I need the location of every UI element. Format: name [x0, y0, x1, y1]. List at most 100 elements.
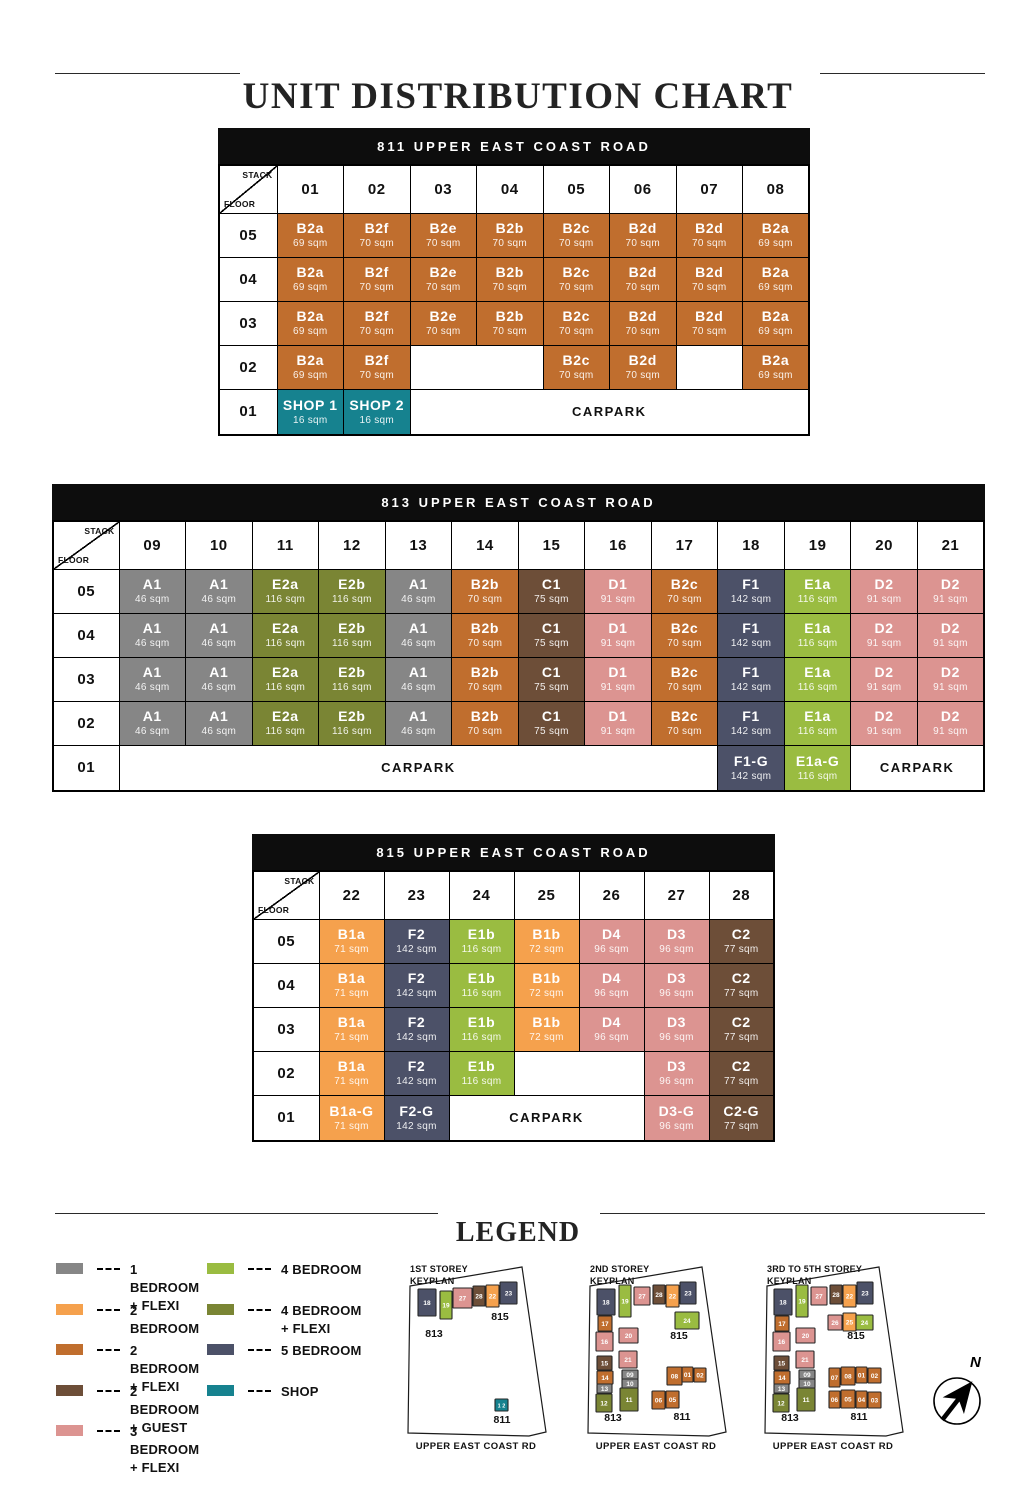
unit-type: F1 [742, 619, 760, 636]
building-stack-23: 23 [856, 1281, 874, 1305]
floor-label-03: 03 [218, 300, 278, 346]
road-caption: UPPER EAST COAST RD [772, 1441, 894, 1452]
unit-cell-F2: F2 142 sqm [383, 1006, 450, 1052]
svg-text:1 2: 1 2 [498, 1403, 506, 1409]
svg-text:13: 13 [601, 1386, 609, 1393]
unit-area: 69 sqm [292, 370, 328, 382]
legend-dash [248, 1389, 271, 1392]
legend-label: 2 BEDROOM + GUEST [130, 1383, 200, 1435]
floor-axis-label: FLOOR [258, 904, 290, 915]
carpark-cell: CARPARK [850, 744, 985, 792]
stack-header-05: 05 [542, 164, 610, 214]
stack-header-20: 20 [850, 520, 918, 570]
unit-type: E1b [467, 1013, 496, 1030]
building-stack-03: 03 [867, 1391, 882, 1409]
legend-label: SHOP [281, 1383, 319, 1399]
building-stack-28: 28 [652, 1284, 666, 1305]
stack-header-27: 27 [643, 870, 710, 920]
unit-cell-F1: F1 142 sqm [717, 568, 785, 614]
unit-cell-B2f: B2f 70 sqm [343, 256, 411, 302]
floor-label-02: 02 [218, 344, 278, 390]
unit-cell-B2a: B2a 69 sqm [276, 212, 344, 258]
building-stack-23: 23 [679, 1281, 697, 1305]
title-rule-left [55, 73, 240, 74]
building-stack-22: 22 [842, 1284, 857, 1308]
unit-area: 91 sqm [600, 726, 636, 738]
unit-type: E2b [338, 619, 366, 636]
unit-type: E2b [338, 707, 366, 724]
unit-type: D2 [874, 663, 894, 680]
unit-area: 70 sqm [492, 282, 528, 294]
legend-item: 2 BEDROOM + FLEXI [56, 1342, 207, 1394]
building-stack-06: 06 [828, 1390, 841, 1409]
unit-type: E1a-G [795, 752, 840, 769]
legend-item: 5 BEDROOM [207, 1342, 362, 1383]
svg-text:01: 01 [858, 1372, 866, 1379]
unit-type: B2e [429, 307, 457, 324]
legend-swatch [56, 1263, 83, 1274]
unit-area: 77 sqm [723, 988, 759, 1000]
unit-cell-B2a: B2a 69 sqm [742, 212, 810, 258]
unit-cell-E1b: E1b 116 sqm [448, 1050, 515, 1096]
unit-type: B1a-G [329, 1102, 374, 1119]
unit-type: B2d [628, 263, 657, 280]
building-stack-14: 14 [596, 1370, 614, 1385]
stack-header-25: 25 [513, 870, 580, 920]
unit-type: B2d [628, 351, 657, 368]
unit-type: D2 [940, 619, 960, 636]
unit-cell-B2c: B2c 70 sqm [650, 612, 719, 658]
building-stack-19: 19 [618, 1284, 632, 1318]
unit-type: B2e [429, 219, 457, 236]
unit-area: 91 sqm [600, 594, 636, 606]
unit-cell-D2: D2 91 sqm [916, 612, 985, 658]
unit-type: D3-G [658, 1102, 695, 1119]
building-stack-12: 12 [595, 1393, 613, 1413]
unit-type: A1 [408, 619, 428, 636]
unit-area: 70 sqm [359, 282, 395, 294]
unit-cell-D2: D2 91 sqm [850, 568, 918, 614]
unit-cell-A1: A1 46 sqm [118, 568, 187, 614]
unit-area: 116 sqm [332, 638, 372, 650]
unit-cell-D1: D1 91 sqm [584, 568, 652, 614]
keyplan-1st-storey: 1ST STOREY KEYPLAN 18 19 27 28 22 23 1 2 813 815 8… [396, 1256, 556, 1452]
svg-text:03: 03 [871, 1397, 879, 1404]
building-title: 811 UPPER EAST COAST ROAD [218, 128, 810, 164]
legend-item: 2 BEDROOM + GUEST [56, 1383, 207, 1435]
unit-area: 71 sqm [334, 988, 369, 1000]
unit-cell-D4: D4 96 sqm [578, 962, 645, 1008]
unit-type: E2a [271, 663, 299, 680]
unit-cell-C1: C1 75 sqm [517, 656, 586, 702]
unit-type: D1 [608, 619, 628, 636]
table-815: 815 UPPER EAST COAST ROAD STACK FLOOR 22 23 2… [252, 834, 775, 1142]
unit-cell-A1: A1 46 sqm [185, 612, 253, 658]
floor-label-03: 03 [52, 656, 120, 702]
unit-cell-D4: D4 96 sqm [578, 1006, 645, 1052]
unit-cell-SHOP2: SHOP 2 16 sqm [343, 388, 411, 436]
floor-label-01: 01 [218, 388, 278, 436]
unit-type: B1a [337, 1013, 366, 1030]
legend-item: 1 BEDROOM + FLEXI [56, 1261, 207, 1313]
unit-cell-B1a: B1a 71 sqm [318, 962, 385, 1008]
unit-cell-A1: A1 46 sqm [118, 700, 187, 746]
unit-type: B2a [296, 307, 324, 324]
legend-label: 2 BEDROOM [130, 1302, 200, 1336]
unit-cell-C2: C2 77 sqm [708, 1050, 775, 1096]
unit-cell-B2b: B2b 70 sqm [476, 300, 544, 346]
svg-text:18: 18 [779, 1299, 787, 1306]
unit-cell-E1a: E1a 116 sqm [783, 612, 852, 658]
unit-type: B2f [364, 263, 389, 280]
unit-type: B2d [695, 263, 724, 280]
stack-header-09: 09 [118, 520, 187, 570]
svg-text:27: 27 [638, 1293, 646, 1300]
block-label-815: 815 [847, 1330, 865, 1342]
unit-type: B2c [562, 263, 590, 280]
svg-text:19: 19 [621, 1298, 629, 1305]
unit-cell-B2b: B2b 70 sqm [451, 700, 519, 746]
stack-header-23: 23 [383, 870, 450, 920]
unit-area: 75 sqm [534, 682, 569, 694]
unit-area: 16 sqm [292, 414, 328, 426]
unit-cell-A1: A1 46 sqm [118, 612, 187, 658]
title-rule-right [820, 73, 985, 74]
unit-area: 69 sqm [292, 238, 328, 250]
